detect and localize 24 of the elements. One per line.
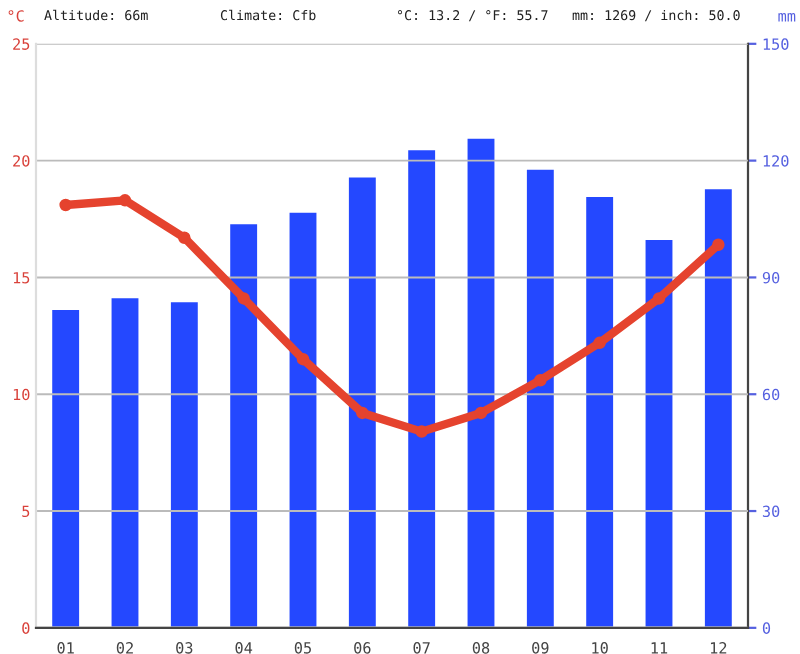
bar bbox=[702, 186, 735, 628]
point bbox=[296, 352, 310, 366]
point bbox=[712, 238, 725, 251]
bar bbox=[524, 167, 557, 628]
bar bbox=[108, 295, 142, 628]
bar bbox=[583, 194, 616, 628]
point bbox=[593, 336, 606, 350]
point bbox=[652, 292, 666, 305]
point bbox=[118, 194, 132, 207]
point bbox=[178, 231, 191, 244]
point bbox=[59, 198, 72, 212]
point bbox=[415, 425, 428, 438]
bar bbox=[49, 307, 82, 628]
bar bbox=[464, 135, 498, 628]
point bbox=[534, 373, 547, 387]
point bbox=[237, 292, 250, 305]
point bbox=[356, 406, 369, 420]
bar bbox=[286, 209, 320, 628]
bar bbox=[642, 237, 676, 628]
point bbox=[474, 406, 488, 420]
bar bbox=[405, 147, 438, 628]
bar bbox=[227, 221, 260, 628]
bar bbox=[168, 299, 201, 628]
bar bbox=[346, 174, 379, 628]
